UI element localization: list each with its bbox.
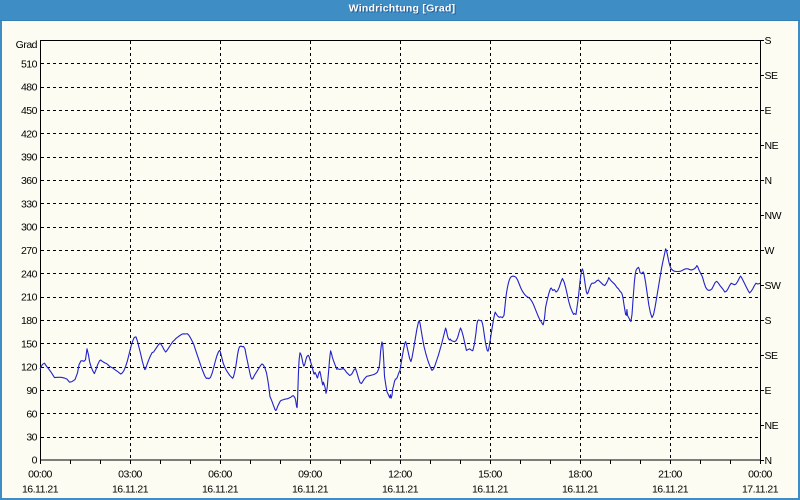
svg-text:16.11.21: 16.11.21 [112, 484, 149, 496]
svg-text:SW: SW [765, 280, 782, 292]
svg-text:Windrichtung [Grad]: Windrichtung [Grad] [349, 3, 456, 15]
svg-text:210: 210 [21, 292, 38, 304]
svg-text:NE: NE [765, 420, 779, 432]
svg-text:150: 150 [21, 338, 38, 350]
svg-text:00:00: 00:00 [28, 469, 52, 481]
svg-text:510: 510 [21, 58, 38, 70]
svg-text:S: S [765, 35, 772, 47]
svg-text:N: N [765, 455, 772, 467]
svg-text:SE: SE [765, 70, 779, 82]
svg-text:16.11.21: 16.11.21 [562, 484, 599, 496]
svg-text:Grad: Grad [16, 39, 38, 51]
svg-text:21:00: 21:00 [658, 469, 682, 481]
svg-text:N: N [765, 175, 772, 187]
svg-text:16.11.21: 16.11.21 [22, 484, 59, 496]
svg-text:SE: SE [765, 350, 779, 362]
svg-text:18:00: 18:00 [568, 469, 592, 481]
svg-text:12:00: 12:00 [388, 469, 412, 481]
svg-text:90: 90 [26, 385, 37, 397]
svg-text:330: 330 [21, 198, 38, 210]
svg-text:390: 390 [21, 152, 38, 164]
svg-text:30: 30 [26, 432, 37, 444]
svg-text:16.11.21: 16.11.21 [292, 484, 329, 496]
svg-text:60: 60 [26, 408, 37, 420]
svg-text:120: 120 [21, 362, 38, 374]
svg-text:00:00: 00:00 [748, 469, 772, 481]
svg-text:0: 0 [32, 455, 38, 467]
svg-text:W: W [765, 245, 775, 257]
svg-text:270: 270 [21, 245, 38, 257]
svg-text:16.11.21: 16.11.21 [382, 484, 419, 496]
svg-text:300: 300 [21, 222, 38, 234]
svg-text:NW: NW [765, 210, 782, 222]
svg-text:NE: NE [765, 140, 779, 152]
svg-text:240: 240 [21, 268, 38, 280]
svg-text:S: S [765, 315, 772, 327]
svg-text:450: 450 [21, 105, 38, 117]
svg-text:03:00: 03:00 [118, 469, 142, 481]
svg-text:17.11.21: 17.11.21 [742, 484, 779, 496]
svg-text:16.11.21: 16.11.21 [652, 484, 689, 496]
svg-text:180: 180 [21, 315, 38, 327]
svg-text:16.11.21: 16.11.21 [472, 484, 509, 496]
svg-text:E: E [765, 105, 772, 117]
svg-text:09:00: 09:00 [298, 469, 322, 481]
svg-text:360: 360 [21, 175, 38, 187]
svg-text:15:00: 15:00 [478, 469, 502, 481]
svg-text:420: 420 [21, 128, 38, 140]
svg-text:06:00: 06:00 [208, 469, 232, 481]
svg-text:16.11.21: 16.11.21 [202, 484, 239, 496]
svg-text:480: 480 [21, 82, 38, 94]
svg-text:E: E [765, 385, 772, 397]
